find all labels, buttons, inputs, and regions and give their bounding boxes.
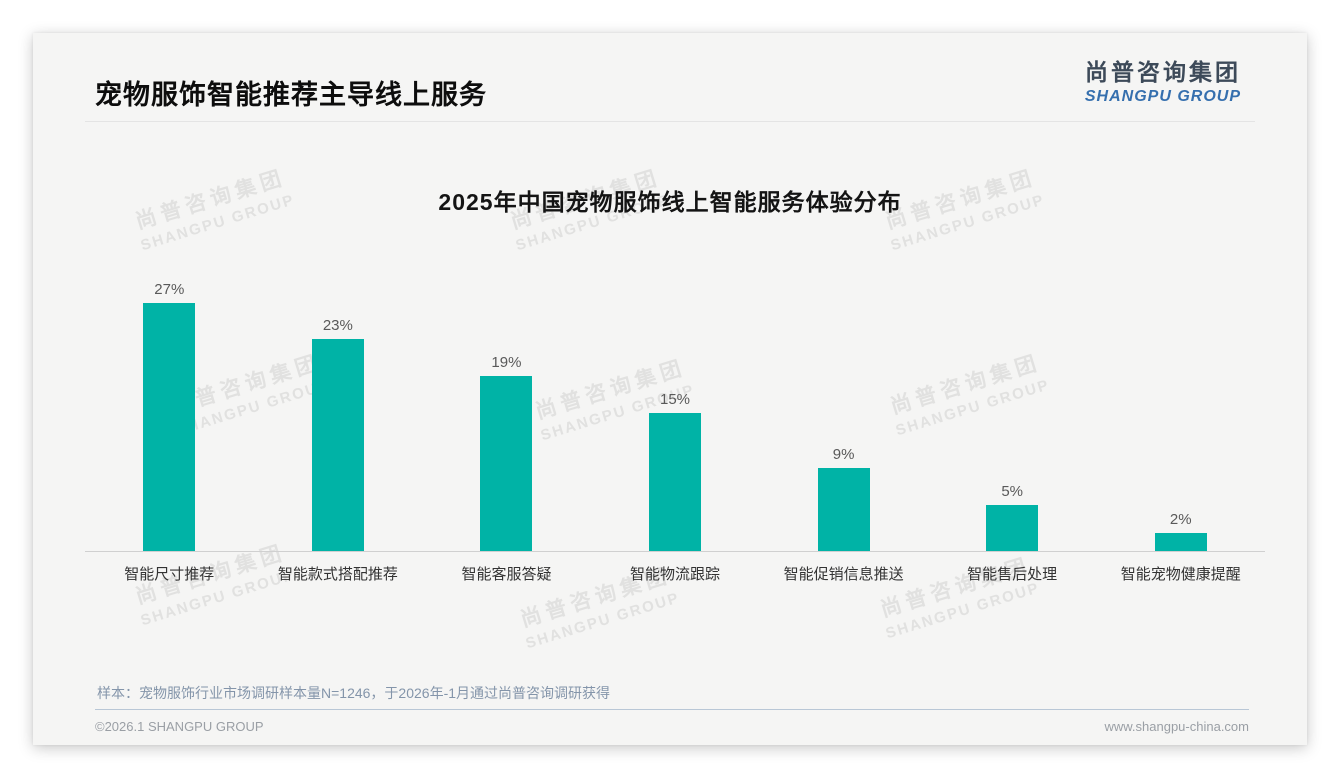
bar-column: 9%	[759, 273, 928, 551]
chart-title: 2025年中国宠物服饰线上智能服务体验分布	[438, 189, 902, 215]
bar	[311, 339, 364, 551]
bar	[143, 303, 196, 551]
x-axis-label: 智能物流跟踪	[630, 566, 721, 583]
bar-value-label: 5%	[1001, 483, 1024, 500]
bar	[1154, 533, 1207, 551]
title-divider	[85, 121, 1255, 122]
bar-value-label: 19%	[491, 354, 522, 371]
bar	[649, 413, 702, 551]
bar	[817, 468, 870, 551]
bar-column: 2%	[1096, 273, 1265, 551]
bar-column: 19%	[422, 273, 591, 551]
footer-divider	[95, 709, 1249, 710]
bar-column: 27%	[85, 273, 254, 551]
company-logo: 尚普咨询集团 SHANGPU GROUP	[1085, 53, 1241, 106]
sample-note: 样本：宠物服饰行业市场调研样本量N=1246，于2026年-1月通过尚普咨询调研…	[97, 685, 611, 701]
bar-value-label: 23%	[322, 317, 353, 334]
bar-value-label: 15%	[660, 391, 691, 408]
company-logo-en: SHANGPU GROUP	[1084, 88, 1241, 105]
bar-column: 5%	[928, 273, 1097, 551]
x-axis-label: 智能售后处理	[967, 566, 1058, 583]
x-axis-label: 智能促销信息推送	[783, 566, 904, 583]
bar-column: 15%	[591, 273, 760, 551]
footer: ©2026.1 SHANGPU GROUP www.shangpu-china.…	[95, 719, 1249, 734]
bar	[986, 505, 1039, 551]
bar-value-label: 27%	[154, 281, 185, 298]
x-axis-labels: 智能尺寸推荐 智能款式搭配推荐 智能客服答疑 智能物流跟踪 智能促销信息推送 智能售后处理…	[85, 563, 1265, 584]
x-axis-label: 智能宠物健康提醒	[1120, 566, 1241, 583]
company-logo-cn: 尚普咨询集团	[1084, 59, 1241, 85]
bar-column: 23%	[254, 273, 423, 551]
bar	[480, 376, 533, 551]
report-card: 尚普咨询集团 SHANGPU GROUP 尚普咨询集团 SHANGPU GROUP 尚普…	[33, 33, 1307, 745]
bar-value-label: 2%	[1169, 511, 1192, 528]
bar-value-label: 9%	[832, 446, 855, 463]
x-axis-label: 智能尺寸推荐	[124, 566, 215, 583]
x-axis-label: 智能款式搭配推荐	[277, 566, 398, 583]
footer-copyright: ©2026.1 SHANGPU GROUP	[95, 719, 264, 734]
footer-website: www.shangpu-china.com	[1104, 719, 1249, 734]
x-axis-label: 智能客服答疑	[461, 566, 552, 583]
page-title: 宠物服饰智能推荐主导线上服务	[95, 80, 487, 110]
bar-chart: 27% 23% 19% 15% 9% 5% 2%	[85, 273, 1265, 552]
